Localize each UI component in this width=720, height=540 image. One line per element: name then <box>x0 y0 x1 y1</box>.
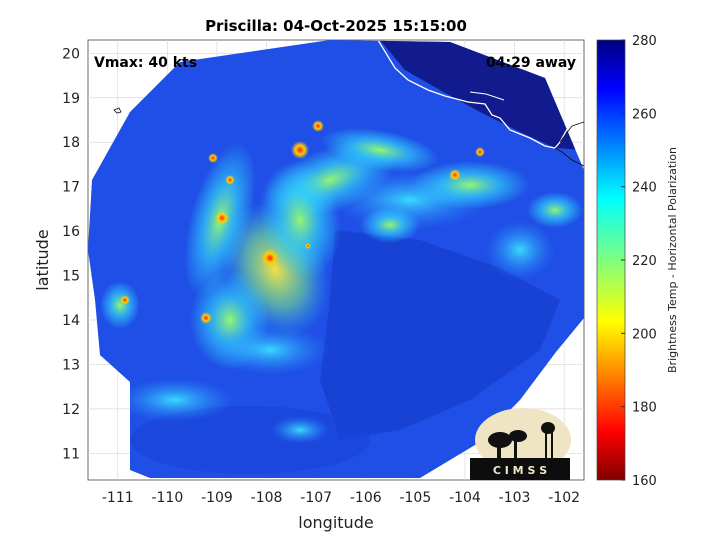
colorbar-ticks: 160 180 200 220 240 260 280 <box>621 34 657 489</box>
x-tick-label: -103 <box>499 490 531 506</box>
y-tick-label: 13 <box>62 357 80 373</box>
colorbar-tick-label: 240 <box>632 181 657 196</box>
x-tick-labels: -111 -110 -109 -108 -107 -106 -105 -104 -103 -102 <box>102 490 580 506</box>
colorbar-tick-label: 160 <box>632 474 657 489</box>
y-axis-label: latitude <box>33 229 52 290</box>
x-tick-label: -102 <box>548 490 580 506</box>
colorbar-tick-label: 260 <box>632 107 657 122</box>
colorbar-tick-label: 180 <box>632 401 657 416</box>
colorbar-tick-label: 280 <box>632 34 657 49</box>
y-tick-label: 18 <box>62 135 80 151</box>
convective-cells <box>120 120 485 324</box>
swath-image <box>88 40 584 478</box>
coastline <box>377 40 584 149</box>
cimss-logo: C I M S S <box>470 408 571 480</box>
y-tick-label: 19 <box>62 91 80 107</box>
x-tick-label: -107 <box>300 490 332 506</box>
y-tick-label: 14 <box>62 313 80 329</box>
colorbar-tick-label: 200 <box>632 327 657 342</box>
island <box>113 107 122 114</box>
y-tick-label: 15 <box>62 269 80 285</box>
y-tick-label: 12 <box>62 402 80 418</box>
colorbar-tick-label: 220 <box>632 254 657 269</box>
time-away-label: 04:29 away <box>486 55 576 71</box>
x-tick-label: -104 <box>449 490 481 506</box>
x-tick-label: -108 <box>251 490 283 506</box>
spiral-bands <box>100 127 583 444</box>
colorbar-label: Brightness Temp - Horizontal Polarizatio… <box>666 147 679 373</box>
vmax-label: Vmax: 40 kts <box>94 55 197 71</box>
x-tick-label: -109 <box>201 490 233 506</box>
y-tick-label: 17 <box>62 180 80 196</box>
x-axis-label: longitude <box>298 513 373 532</box>
y-tick-labels: 11 12 13 14 15 16 17 18 19 20 <box>62 46 80 462</box>
colorbar <box>596 39 626 481</box>
x-tick-label: -110 <box>151 490 183 506</box>
y-tick-label: 20 <box>62 46 80 62</box>
x-tick-label: -106 <box>350 490 382 506</box>
dark-core-region <box>320 230 560 440</box>
coastline-outside <box>554 147 584 167</box>
chart-title: Priscilla: 04-Oct-2025 15:15:00 <box>205 17 467 35</box>
y-tick-label: 11 <box>62 446 80 462</box>
x-tick-label: -111 <box>102 490 134 506</box>
x-tick-label: -105 <box>399 490 431 506</box>
y-tick-label: 16 <box>62 224 80 240</box>
logo-text: C I M S S <box>493 464 547 477</box>
